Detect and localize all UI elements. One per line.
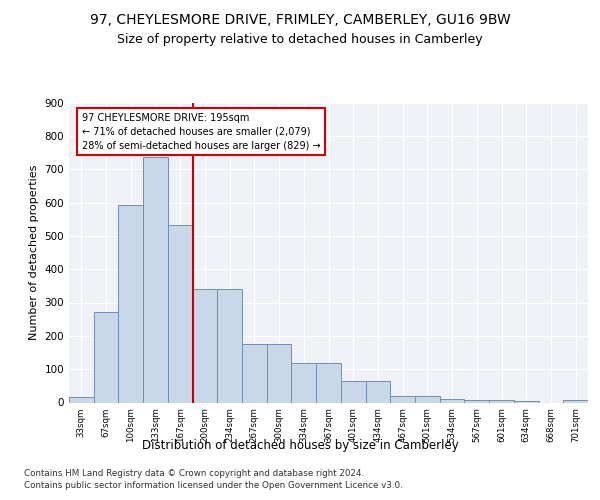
Bar: [440, 398, 464, 402]
Bar: [94, 312, 118, 402]
Bar: [118, 204, 143, 402]
Bar: [563, 400, 588, 402]
Text: Size of property relative to detached houses in Camberley: Size of property relative to detached ho…: [117, 32, 483, 46]
Bar: [341, 381, 365, 402]
Bar: [316, 363, 341, 403]
Bar: [489, 400, 514, 402]
Bar: [168, 225, 193, 402]
Bar: [464, 400, 489, 402]
Bar: [415, 396, 440, 402]
Bar: [514, 401, 539, 402]
Bar: [217, 289, 242, 403]
Bar: [242, 344, 267, 402]
Text: 97, CHEYLESMORE DRIVE, FRIMLEY, CAMBERLEY, GU16 9BW: 97, CHEYLESMORE DRIVE, FRIMLEY, CAMBERLE…: [89, 12, 511, 26]
Bar: [390, 396, 415, 402]
Bar: [193, 289, 217, 403]
Text: Contains public sector information licensed under the Open Government Licence v3: Contains public sector information licen…: [24, 481, 403, 490]
Bar: [69, 396, 94, 402]
Bar: [143, 157, 168, 402]
Y-axis label: Number of detached properties: Number of detached properties: [29, 165, 39, 340]
Bar: [267, 344, 292, 402]
Bar: [292, 363, 316, 403]
Bar: [365, 381, 390, 402]
Text: Contains HM Land Registry data © Crown copyright and database right 2024.: Contains HM Land Registry data © Crown c…: [24, 469, 364, 478]
Text: 97 CHEYLESMORE DRIVE: 195sqm
← 71% of detached houses are smaller (2,079)
28% of: 97 CHEYLESMORE DRIVE: 195sqm ← 71% of de…: [82, 112, 320, 150]
Text: Distribution of detached houses by size in Camberley: Distribution of detached houses by size …: [142, 439, 458, 452]
